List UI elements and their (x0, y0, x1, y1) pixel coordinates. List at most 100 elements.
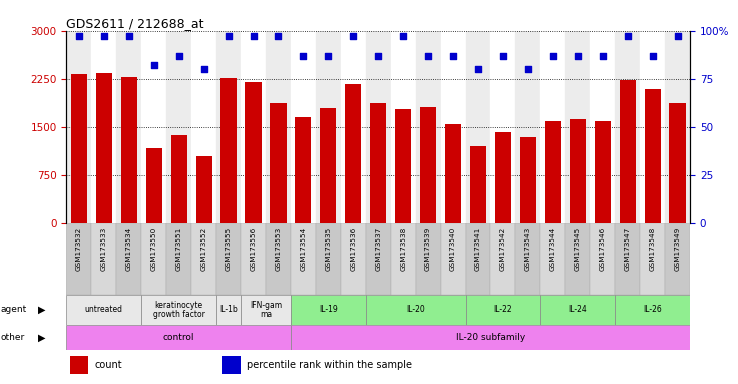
Text: GDS2611 / 212688_at: GDS2611 / 212688_at (66, 17, 204, 30)
Bar (590, 223, 615, 295)
Text: control: control (163, 333, 194, 342)
Point (397, 33, 409, 40)
Text: GSM173552: GSM173552 (201, 227, 207, 271)
Bar (66, 31, 92, 223)
Text: percentile rank within the sample: percentile rank within the sample (247, 360, 413, 370)
Bar (470, 146, 486, 223)
Bar (466, 295, 540, 325)
Point (297, 53, 309, 59)
Bar (366, 223, 390, 295)
Text: GSM173540: GSM173540 (450, 227, 456, 271)
Bar (71, 74, 87, 223)
Bar (491, 223, 515, 295)
Text: IL-22: IL-22 (494, 306, 512, 314)
Text: ▶: ▶ (38, 333, 46, 343)
Text: GSM173532: GSM173532 (76, 227, 82, 271)
Bar (117, 223, 141, 295)
Bar (495, 131, 511, 223)
Text: GSM173545: GSM173545 (575, 227, 581, 271)
Bar (191, 31, 216, 223)
Bar (615, 223, 640, 295)
Bar (216, 31, 241, 223)
Point (173, 53, 184, 59)
Bar (316, 31, 341, 223)
Text: GSM173543: GSM173543 (525, 227, 531, 271)
Point (73, 33, 85, 40)
Bar (241, 295, 291, 325)
Bar (415, 31, 441, 223)
Bar (141, 295, 216, 325)
Bar (570, 119, 586, 223)
Text: IL-26: IL-26 (644, 306, 662, 314)
Bar (216, 295, 241, 325)
Bar (466, 223, 491, 295)
Bar (390, 31, 415, 223)
Bar (141, 223, 166, 295)
Point (472, 66, 484, 72)
Point (497, 53, 509, 59)
Text: GSM173556: GSM173556 (250, 227, 257, 271)
Point (672, 33, 683, 40)
Point (123, 33, 135, 40)
Point (223, 33, 235, 40)
Text: GSM173544: GSM173544 (550, 227, 556, 271)
Bar (515, 31, 540, 223)
Text: GSM173546: GSM173546 (600, 227, 606, 271)
Bar (66, 223, 92, 295)
Bar (291, 223, 316, 295)
Point (547, 53, 559, 59)
Bar (166, 31, 191, 223)
Text: GSM173551: GSM173551 (176, 227, 182, 271)
Bar (221, 78, 237, 223)
Bar (466, 31, 491, 223)
Text: GSM173542: GSM173542 (500, 227, 506, 271)
Bar (266, 223, 291, 295)
Bar (665, 223, 690, 295)
Text: ▶: ▶ (38, 305, 46, 315)
Bar (390, 223, 415, 295)
Bar (590, 31, 615, 223)
Point (622, 33, 634, 40)
Text: GSM173554: GSM173554 (300, 227, 306, 271)
Text: GSM173537: GSM173537 (375, 227, 382, 271)
Point (98, 33, 110, 40)
Bar (366, 31, 390, 223)
Bar (665, 31, 690, 223)
Point (646, 53, 658, 59)
Text: GSM173536: GSM173536 (351, 227, 356, 271)
Point (323, 53, 334, 59)
Bar (366, 295, 466, 325)
Text: IFN-gam
ma: IFN-gam ma (250, 301, 282, 319)
Bar (270, 103, 286, 223)
Bar (445, 124, 461, 223)
Bar (141, 31, 166, 223)
Bar (216, 223, 241, 295)
Bar (520, 137, 536, 223)
Bar (266, 31, 291, 223)
Point (198, 66, 210, 72)
Bar (540, 31, 565, 223)
Point (272, 33, 284, 40)
Bar (441, 31, 466, 223)
Bar (540, 295, 615, 325)
Bar (291, 295, 366, 325)
Bar (241, 31, 266, 223)
Text: GSM173550: GSM173550 (151, 227, 156, 271)
Bar (341, 31, 366, 223)
Text: keratinocyte
growth factor: keratinocyte growth factor (153, 301, 204, 319)
Bar (69, 356, 89, 374)
Bar (166, 223, 191, 295)
Bar (291, 325, 690, 350)
Text: untreated: untreated (85, 306, 123, 314)
Bar (241, 223, 266, 295)
Bar (191, 223, 216, 295)
Text: count: count (94, 360, 122, 370)
Point (248, 33, 260, 40)
Bar (565, 223, 590, 295)
Text: GSM173555: GSM173555 (226, 227, 232, 271)
Point (597, 53, 609, 59)
Bar (640, 223, 665, 295)
Bar (196, 156, 212, 223)
Bar (246, 82, 261, 223)
Bar (66, 295, 141, 325)
